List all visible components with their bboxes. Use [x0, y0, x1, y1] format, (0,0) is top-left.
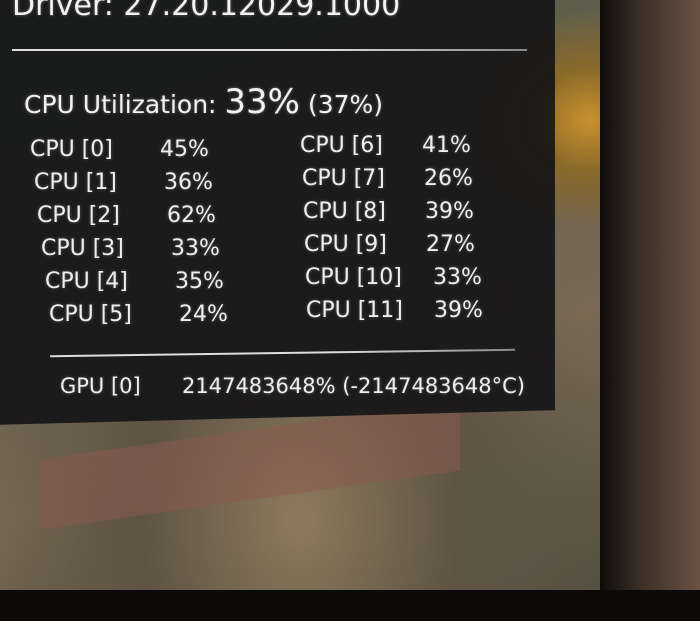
- cpu-core-row: CPU [5] 24%: [49, 302, 228, 327]
- core-value: 27%: [426, 232, 475, 257]
- core-value: 33%: [433, 265, 482, 290]
- cpu-core-row: CPU [1] 36%: [34, 170, 213, 195]
- monitor-bezel-bottom: [0, 590, 700, 621]
- monitor-bezel: [600, 0, 700, 621]
- cpu-core-row: CPU [10] 33%: [305, 265, 482, 290]
- cpu-core-row: CPU [2] 62%: [37, 203, 216, 228]
- core-label: CPU [5]: [49, 302, 132, 327]
- core-value: 45%: [160, 137, 209, 162]
- cpu-core-row: CPU [11] 39%: [306, 298, 483, 323]
- cpu-utilization-label: CPU Utilization:: [24, 90, 217, 119]
- core-label: CPU [0]: [30, 137, 113, 162]
- core-value: 33%: [171, 236, 220, 261]
- core-label: CPU [3]: [41, 236, 124, 261]
- cpu-core-row: CPU [6] 41%: [300, 133, 471, 158]
- core-value: 36%: [164, 170, 213, 195]
- cpu-core-row: CPU [0] 45%: [30, 137, 209, 162]
- cpu-utilization-total: 33%: [224, 82, 300, 122]
- core-value: 26%: [424, 166, 473, 191]
- gpu-value: 2147483648% (-2147483648°C): [182, 374, 525, 398]
- cpu-core-row: CPU [8] 39%: [303, 199, 474, 224]
- core-value: 39%: [434, 298, 483, 323]
- gpu-row: GPU [0] 2147483648% (-2147483648°C): [60, 374, 525, 398]
- core-label: CPU [6]: [300, 133, 383, 158]
- core-label: CPU [1]: [34, 170, 117, 195]
- core-label: CPU [9]: [304, 232, 387, 257]
- core-label: CPU [11]: [306, 298, 403, 323]
- cpu-core-row: CPU [7] 26%: [302, 166, 473, 191]
- core-value: 35%: [175, 269, 224, 294]
- core-value: 39%: [425, 199, 474, 224]
- core-value: 62%: [167, 203, 216, 228]
- core-label: CPU [2]: [37, 203, 120, 228]
- core-value: 24%: [179, 302, 228, 327]
- divider-top: [12, 49, 527, 51]
- core-label: CPU [10]: [305, 265, 402, 290]
- cpu-utilization-alt: (37%): [307, 90, 384, 119]
- core-label: CPU [8]: [303, 199, 386, 224]
- core-label: CPU [4]: [45, 269, 128, 294]
- core-label: CPU [7]: [302, 166, 385, 191]
- driver-version: Driver: 27.20.12029.1000: [12, 0, 401, 23]
- gpu-label: GPU [0]: [60, 374, 141, 398]
- cpu-core-row: CPU [9] 27%: [304, 232, 475, 257]
- cpu-utilization: CPU Utilization: 33% (37%): [24, 82, 383, 122]
- cpu-core-row: CPU [3] 33%: [41, 236, 220, 261]
- cpu-core-row: CPU [4] 35%: [45, 269, 224, 294]
- core-value: 41%: [422, 133, 471, 158]
